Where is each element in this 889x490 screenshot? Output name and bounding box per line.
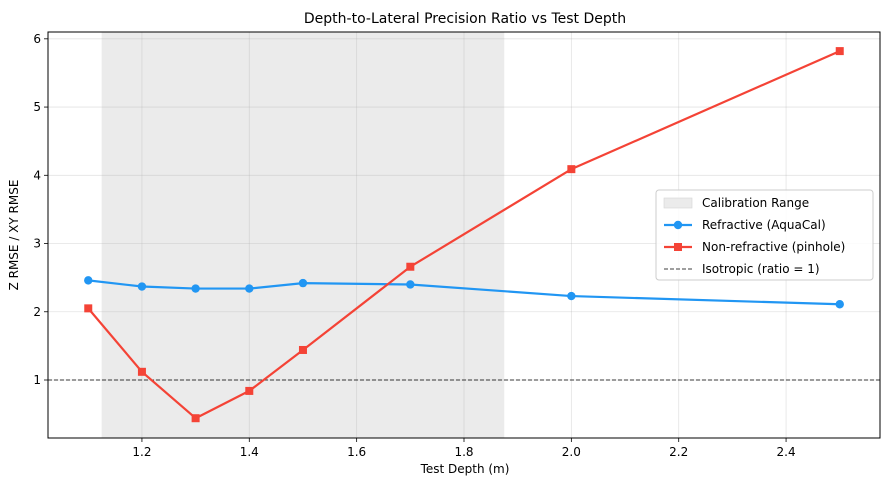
x-tick-label-4: 2.0 (562, 445, 581, 459)
y-tick-label-4: 5 (33, 100, 41, 114)
series-0-point-6 (567, 291, 576, 301)
x-axis-title: Test Depth (m) (420, 462, 510, 476)
series-1-point-1 (137, 367, 146, 376)
legend-box (655, 189, 874, 281)
series-0-point-2 (191, 284, 200, 293)
series-0-point-5 (406, 280, 415, 289)
x-tick-label-6: 2.4 (777, 445, 796, 459)
x-axis: 1.2 1.4 1.6 1.8 2.0 2.2 2.4 (132, 438, 796, 459)
y-tick-label-2: 3 (33, 237, 41, 251)
series-0-point-4 (298, 278, 308, 288)
series-1-point-2 (191, 414, 200, 423)
x-tick-label-3: 1.8 (454, 445, 473, 459)
legend-marker-series-0 (673, 220, 683, 230)
legend-swatch-calibration (663, 197, 693, 209)
x-tick-label-2: 1.6 (347, 445, 366, 459)
series-layer (48, 47, 880, 423)
chart-title: Depth-to-Lateral Precision Ratio vs Test… (304, 11, 626, 27)
series-1-point-0 (84, 304, 93, 313)
series-1-point-6 (567, 165, 576, 174)
legend-label-series-0: Refractive (AquaCal) (702, 218, 826, 232)
y-tick-label-1: 2 (33, 305, 41, 319)
y-axis: 1 2 3 4 5 6 (33, 32, 48, 387)
legend-label-calibration: Calibration Range (702, 196, 809, 210)
y-tick-label-0: 1 (33, 373, 41, 387)
series-1-point-7 (835, 47, 844, 56)
legend-marker-series-1 (674, 243, 682, 251)
x-tick-label-5: 2.2 (669, 445, 688, 459)
series-1-point-4 (298, 345, 307, 354)
series-line-1 (87, 50, 841, 420)
series-0 (84, 276, 844, 309)
y-axis-title: Z RMSE / XY RMSE (7, 180, 21, 291)
plot-background (101, 32, 505, 438)
y-tick-label-3: 4 (33, 168, 41, 182)
calibration-range-band (101, 32, 505, 438)
series-0-point-3 (245, 284, 254, 293)
legend-label-isotropic: Isotropic (ratio = 1) (702, 262, 820, 276)
series-0-point-1 (137, 282, 147, 291)
series-1-point-5 (406, 262, 415, 271)
series-0-point-7 (835, 300, 844, 309)
series-1 (84, 47, 844, 423)
legend-label-series-1: Non-refractive (pinhole) (702, 240, 845, 254)
series-1-point-3 (245, 386, 254, 395)
y-tick-label-5: 6 (33, 32, 41, 46)
x-tick-label-0: 1.2 (132, 445, 151, 459)
legend: Calibration Range Refractive (AquaCal) Non… (655, 189, 874, 281)
series-line-0 (88, 279, 840, 306)
x-tick-label-1: 1.4 (240, 445, 259, 459)
series-0-point-0 (84, 276, 93, 285)
